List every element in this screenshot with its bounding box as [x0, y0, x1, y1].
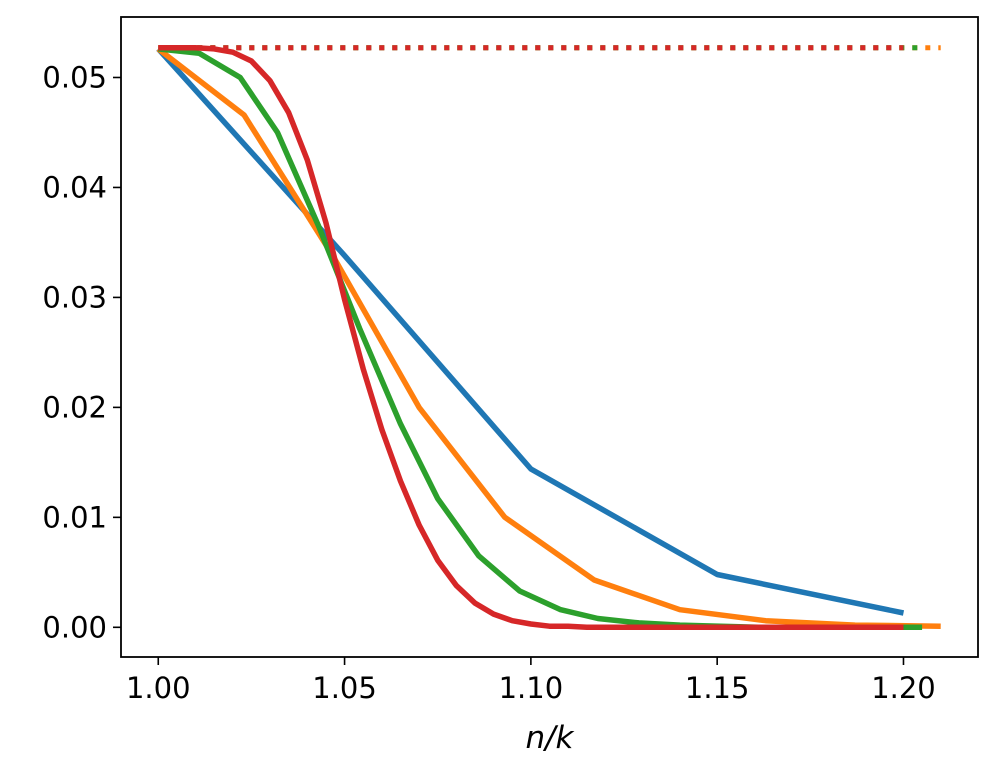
plot-frame	[120, 16, 979, 658]
y-axis: 0.00 0.01 0.02 0.03 0.04 0.05	[42, 60, 121, 644]
y-tick-label: 0.04	[42, 170, 107, 204]
x-tick-label: 1.15	[685, 671, 750, 705]
x-axis-label: n/k	[525, 720, 574, 756]
y-tick-label: 0.01	[42, 500, 107, 534]
x-tick-label: 1.10	[499, 671, 564, 705]
y-tick-label: 0.05	[42, 60, 107, 94]
series-layer	[156, 45, 941, 631]
series-line-2	[156, 46, 941, 629]
x-tick-label: 1.20	[871, 671, 936, 705]
x-tick-label: 1.05	[312, 671, 377, 705]
x-tick-label: 1.00	[126, 671, 191, 705]
series-line-4	[158, 45, 904, 631]
series-line-1	[156, 47, 905, 616]
x-axis: 1.00 1.05 1.10 1.15 1.20	[126, 657, 936, 705]
y-tick-label: 0.02	[42, 390, 107, 424]
y-tick-label: 0.03	[42, 280, 107, 314]
y-tick-label: 0.00	[42, 610, 107, 644]
